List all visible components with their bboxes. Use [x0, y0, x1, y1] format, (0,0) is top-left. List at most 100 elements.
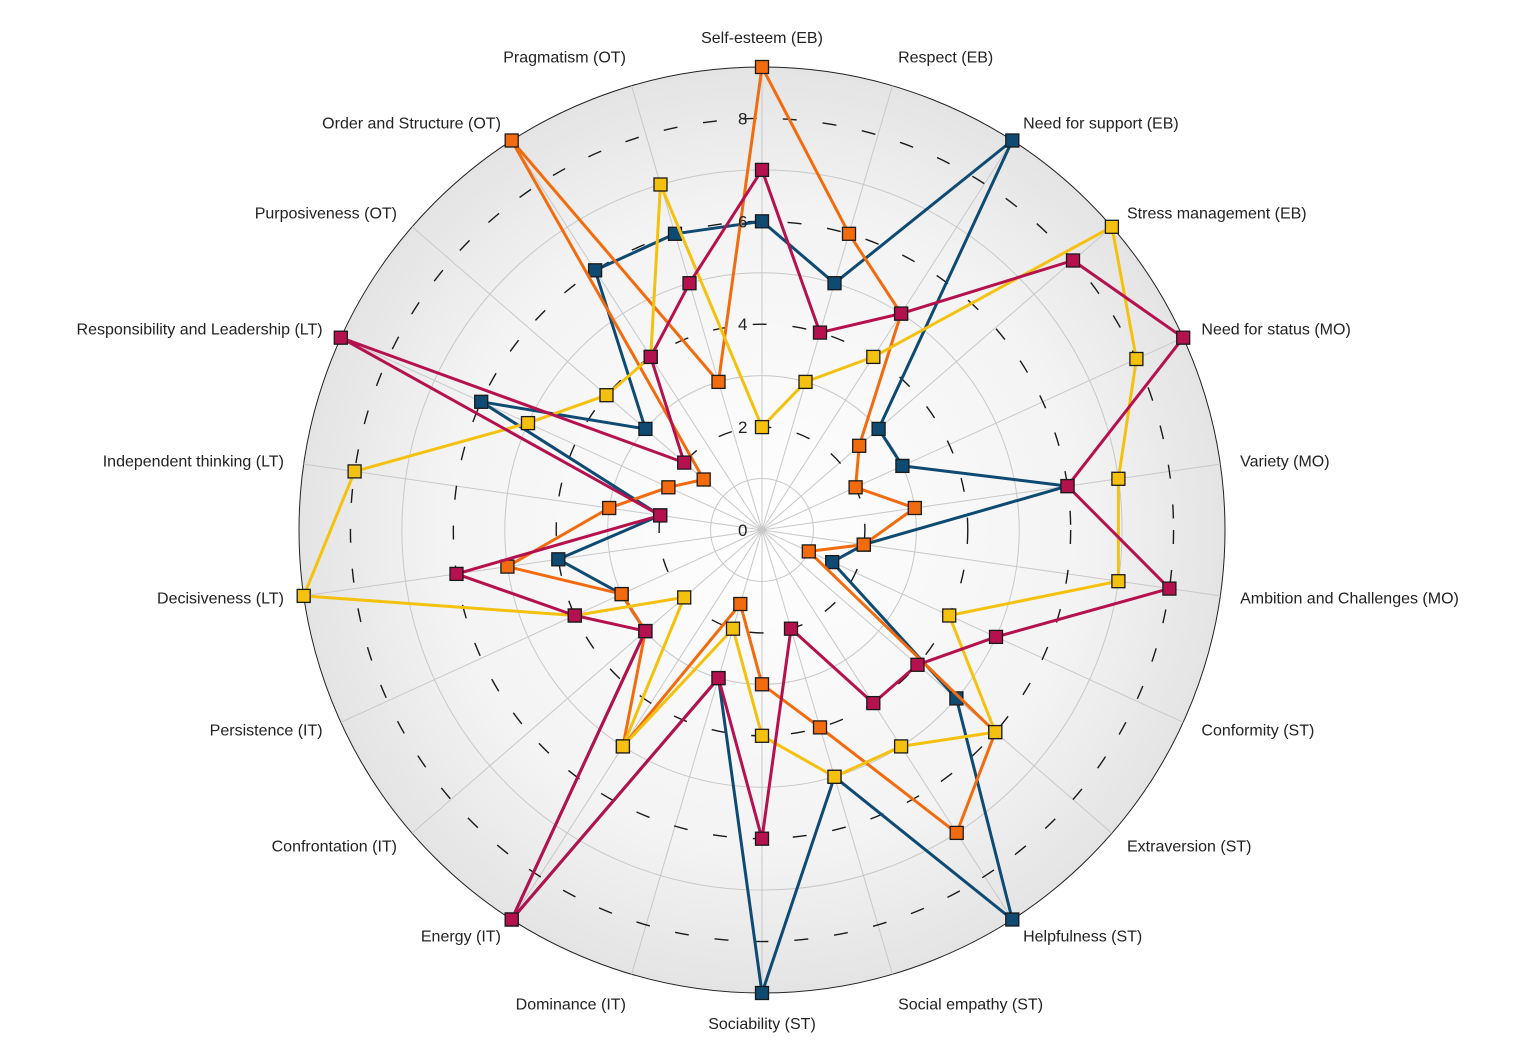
data-point — [754, 728, 770, 743]
data-point — [1060, 478, 1075, 494]
spoke-line — [761, 463, 1221, 531]
data-point — [754, 162, 770, 178]
data-point — [852, 438, 867, 453]
data-point — [812, 720, 828, 735]
data-point — [893, 739, 909, 754]
data-point — [504, 912, 519, 927]
data-point — [841, 226, 857, 241]
tick-label: 2 — [738, 418, 747, 437]
category-label: Sociability (ST) — [708, 1016, 816, 1033]
data-point — [638, 421, 653, 437]
spoke-line — [761, 529, 893, 975]
spoke-line — [761, 337, 1184, 531]
category-label: Ambition and Challenges (MO) — [1240, 591, 1459, 608]
tick-label: 8 — [738, 109, 747, 128]
category-label: Responsibility and Leadership (LT) — [77, 321, 323, 338]
grid-layer — [303, 67, 1221, 993]
data-point — [754, 677, 770, 692]
tick-label: 4 — [738, 315, 747, 334]
spoke-line — [511, 529, 763, 920]
category-label: Need for status (MO) — [1201, 321, 1350, 338]
data-point — [949, 691, 964, 706]
data-point — [725, 621, 741, 636]
tick-layer: 0 2 4 6 8 — [738, 109, 747, 540]
data-point — [1162, 581, 1177, 596]
data-point — [848, 480, 863, 495]
category-label: Independent thinking (LT) — [103, 453, 284, 470]
data-point — [614, 586, 629, 602]
data-point — [1005, 912, 1020, 927]
data-point — [866, 695, 881, 711]
category-label: Self-esteem (EB) — [701, 30, 823, 47]
category-label: Decisiveness (LT) — [157, 591, 284, 608]
spoke-line — [411, 529, 763, 834]
spoke-line — [631, 85, 763, 531]
spoke-line — [303, 529, 763, 597]
spoke-line — [761, 226, 1113, 531]
data-point — [798, 374, 813, 390]
spoke-line — [303, 463, 763, 531]
data-point — [1176, 330, 1191, 345]
data-point — [812, 325, 828, 340]
spoke-line — [340, 337, 763, 531]
data-point — [599, 388, 614, 403]
category-label: Helpfulness (ST) — [1023, 928, 1142, 945]
data-point — [895, 458, 910, 474]
data-point — [942, 608, 957, 623]
series-layer — [296, 59, 1191, 1001]
grid-ring — [349, 117, 1175, 943]
data-point — [1111, 471, 1126, 486]
data-point — [653, 508, 668, 523]
data-point — [474, 394, 489, 409]
spoke-line — [761, 529, 1013, 920]
data-point — [653, 177, 668, 192]
data-point — [661, 480, 676, 495]
spoke-line — [761, 529, 1113, 834]
data-point — [711, 670, 726, 686]
category-label: Order and Structure (OT) — [322, 116, 501, 133]
data-point — [677, 455, 692, 470]
data-point — [988, 629, 1004, 645]
data-point — [504, 133, 519, 148]
category-label: Need for support (EB) — [1023, 116, 1179, 133]
data-point — [856, 537, 871, 552]
category-label: Conformity (ST) — [1201, 723, 1314, 740]
data-point — [638, 623, 653, 639]
data-point — [825, 554, 840, 570]
data-point — [1104, 219, 1120, 234]
data-point — [866, 349, 881, 365]
data-point — [733, 596, 748, 612]
category-label: Pragmatism (OT) — [503, 50, 626, 67]
data-point — [893, 306, 909, 321]
data-point — [801, 544, 816, 559]
category-label: Confrontation (IT) — [272, 838, 397, 855]
data-point — [615, 739, 631, 754]
category-label: Energy (IT) — [421, 928, 501, 945]
data-point — [449, 566, 464, 582]
data-point — [949, 825, 964, 841]
category-label: Stress management (EB) — [1127, 206, 1307, 223]
data-point — [754, 419, 770, 435]
data-point — [910, 657, 925, 672]
category-label: Social empathy (ST) — [898, 996, 1043, 1013]
data-point — [988, 724, 1003, 740]
data-point — [682, 276, 697, 291]
category-label: Purposiveness (OT) — [255, 206, 397, 223]
data-point — [347, 464, 362, 479]
data-point — [587, 263, 603, 278]
data-point — [567, 608, 582, 623]
data-point — [827, 276, 842, 291]
data-point — [754, 831, 770, 846]
data-point — [783, 621, 799, 636]
tick-label: 6 — [738, 212, 747, 231]
data-point — [711, 374, 726, 390]
data-point — [1129, 351, 1144, 367]
data-point — [754, 214, 770, 229]
data-point — [1005, 133, 1020, 148]
data-point — [333, 330, 348, 345]
data-point — [551, 552, 566, 567]
data-point — [907, 500, 922, 516]
spoke-line — [340, 529, 763, 723]
